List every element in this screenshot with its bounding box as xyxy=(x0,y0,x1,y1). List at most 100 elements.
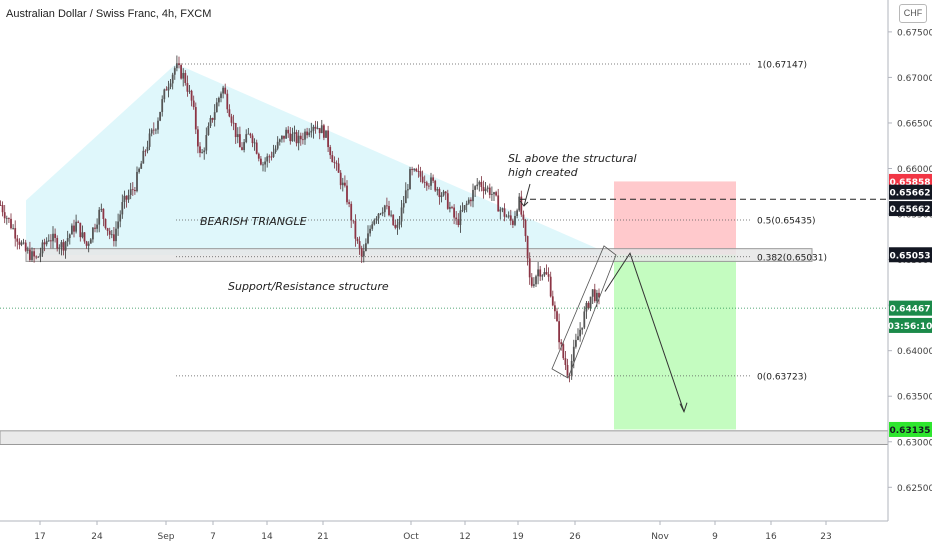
candle-body xyxy=(453,207,455,218)
candle-body xyxy=(543,272,546,276)
candle-body xyxy=(341,182,344,186)
y-tick-label: 0.64000 xyxy=(897,347,932,357)
candle-body xyxy=(344,182,346,186)
x-tick-label: 7 xyxy=(210,532,216,542)
candle-body xyxy=(226,93,229,110)
candle-body xyxy=(184,72,187,84)
candle-body xyxy=(192,100,195,108)
x-tick-label: Sep xyxy=(158,532,175,542)
y-tick-label: 0.62500 xyxy=(897,484,932,494)
candle-body xyxy=(228,109,231,117)
candle-body xyxy=(176,63,178,69)
candle-body xyxy=(253,142,256,144)
candle-body xyxy=(306,131,308,136)
candle-body xyxy=(369,228,371,234)
candle-body xyxy=(83,232,86,242)
candle-body xyxy=(119,214,122,222)
price-label-box xyxy=(889,184,932,200)
candle-body xyxy=(394,224,397,228)
candle-body xyxy=(35,256,38,258)
candle-body xyxy=(138,168,140,172)
support-resistance-label: Support/Resistance structure xyxy=(228,280,389,293)
candle-body xyxy=(348,202,350,204)
x-tick-label: 14 xyxy=(261,532,273,542)
candle-body xyxy=(31,251,33,260)
rising-channel xyxy=(551,245,617,379)
candle-body xyxy=(249,133,252,136)
candle-body xyxy=(350,203,353,221)
candle-body xyxy=(115,228,117,242)
candle-body xyxy=(346,185,348,203)
candle-body xyxy=(230,116,233,123)
candle-body xyxy=(110,234,113,236)
candle-body xyxy=(423,182,426,183)
candle-body xyxy=(522,214,525,220)
candle-body xyxy=(308,132,311,136)
candle-body xyxy=(509,215,512,221)
candle-body xyxy=(52,233,54,242)
candle-body xyxy=(270,156,273,158)
candle-body xyxy=(497,195,500,212)
candle-body xyxy=(472,189,474,202)
candle-body xyxy=(56,237,59,249)
time-axis[interactable]: 17 24 Sep 7 14 21 Oct 12 19 26 Nov 9 16 23 xyxy=(34,521,832,542)
candle-body xyxy=(381,212,384,214)
candle-body xyxy=(220,93,222,98)
candle-body xyxy=(239,134,241,148)
candle-body xyxy=(537,269,539,277)
triangle-label: BEARISH TRIANGLE xyxy=(200,215,307,228)
candle-body xyxy=(1,205,4,213)
candle-body xyxy=(547,274,550,277)
candle-body xyxy=(287,129,290,134)
chart-title: Australian Dollar / Swiss Franc, 4h, FXC… xyxy=(6,8,212,20)
candle-body xyxy=(478,181,481,185)
candle-body xyxy=(312,126,315,131)
candle-body xyxy=(493,192,495,195)
candle-body xyxy=(218,97,220,103)
candle-body xyxy=(404,190,407,204)
y-tick-label: 0.66500 xyxy=(897,119,932,129)
candle-body xyxy=(180,65,182,79)
candle-body xyxy=(425,182,428,186)
candle-body xyxy=(173,68,176,75)
candle-body xyxy=(20,242,23,245)
x-tick-label: 16 xyxy=(765,532,777,542)
currency-button[interactable]: CHF xyxy=(899,4,927,23)
candle-body xyxy=(449,207,451,209)
candle-body xyxy=(66,238,69,242)
candle-body xyxy=(64,241,67,251)
candle-body xyxy=(507,215,510,217)
candle-body xyxy=(92,227,94,240)
candle-body xyxy=(268,156,271,158)
candle-body xyxy=(335,162,338,164)
candle-body xyxy=(383,205,386,213)
candle-body xyxy=(73,225,75,232)
candle-body xyxy=(362,251,365,257)
candle-body xyxy=(159,112,161,121)
candle-body xyxy=(41,242,44,254)
candle-body xyxy=(434,180,437,191)
candle-body xyxy=(291,133,294,142)
candle-body xyxy=(215,102,218,113)
candle-body xyxy=(278,139,281,142)
candle-body xyxy=(339,172,342,186)
candle-body xyxy=(152,129,155,131)
candle-body xyxy=(165,89,168,91)
candle-body xyxy=(203,150,206,153)
candle-body xyxy=(199,146,201,153)
candle-body xyxy=(554,305,556,312)
candle-body xyxy=(505,216,508,218)
candle-body xyxy=(591,289,594,297)
candle-body xyxy=(50,240,52,242)
candle-body xyxy=(194,107,197,130)
candle-body xyxy=(241,147,243,150)
candle-body xyxy=(551,296,554,306)
candle-body xyxy=(325,130,327,138)
candle-body xyxy=(386,205,388,207)
candle-body xyxy=(451,207,453,208)
candle-body xyxy=(587,302,590,309)
candle-body xyxy=(524,219,527,237)
candle-body xyxy=(140,163,143,169)
candle-body xyxy=(89,239,92,244)
